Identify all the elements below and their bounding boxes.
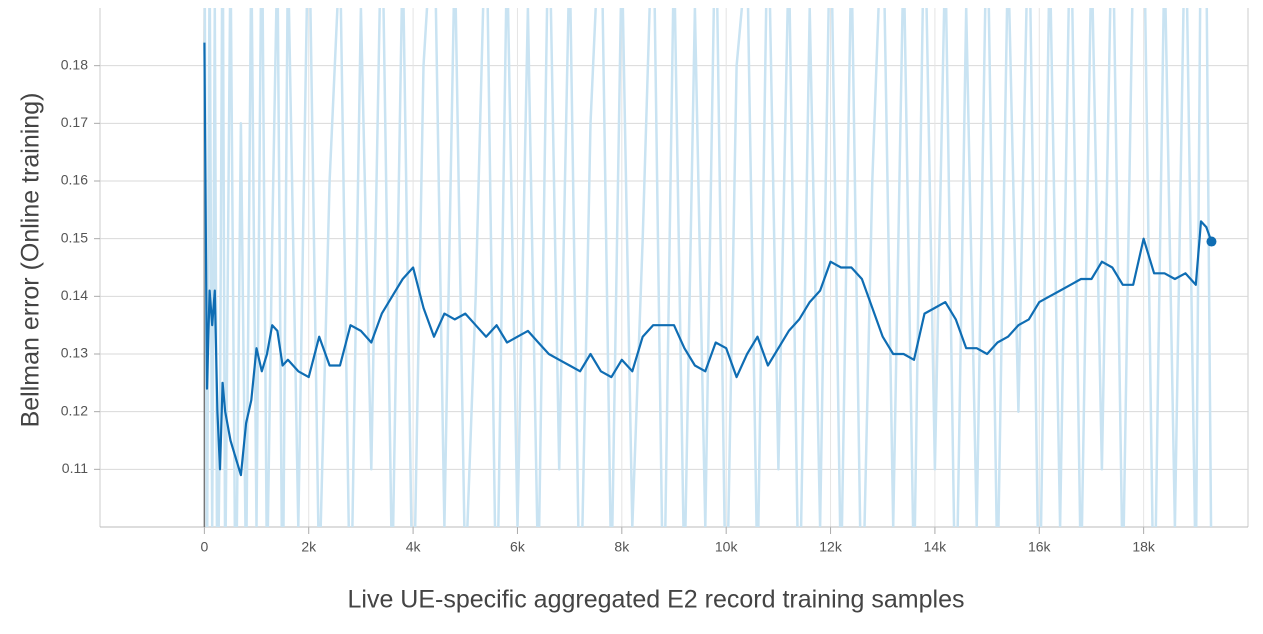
end-point bbox=[1206, 236, 1217, 247]
x-tick-label: 18k bbox=[1132, 539, 1156, 555]
y-tick-label: 0.13 bbox=[61, 345, 88, 361]
y-tick-label: 0.15 bbox=[61, 229, 88, 245]
y-tick-label: 0.12 bbox=[61, 402, 88, 418]
x-tick-label: 12k bbox=[819, 539, 843, 555]
x-tick-label: 2k bbox=[301, 539, 317, 555]
x-tick-label: 0 bbox=[200, 539, 208, 555]
y-tick-label: 0.14 bbox=[61, 287, 88, 303]
y-tick-label: 0.18 bbox=[61, 56, 88, 72]
plot-area bbox=[203, 8, 1217, 527]
smoothed-line bbox=[203, 42, 1213, 477]
x-tick-label: 4k bbox=[406, 539, 422, 555]
y-tick-label: 0.11 bbox=[62, 460, 88, 476]
y-tick-label: 0.16 bbox=[61, 172, 88, 188]
x-tick-label: 8k bbox=[614, 539, 630, 555]
x-axis-label: Live UE-specific aggregated E2 record tr… bbox=[348, 586, 965, 614]
x-tick-label: 10k bbox=[715, 539, 739, 555]
x-tick-label: 14k bbox=[924, 539, 948, 555]
x-tick-label: 6k bbox=[510, 539, 526, 555]
x-tick-label: 16k bbox=[1028, 539, 1052, 555]
y-tick-label: 0.17 bbox=[61, 114, 88, 130]
y-axis-label: Bellman error (Online training) bbox=[17, 93, 45, 428]
raw-line bbox=[203, 8, 1213, 527]
